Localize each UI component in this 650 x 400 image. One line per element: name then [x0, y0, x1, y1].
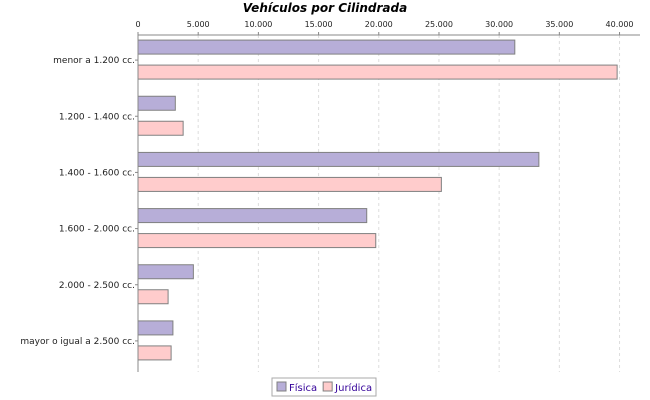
legend-swatch — [322, 381, 333, 392]
bar-fisica — [137, 264, 194, 280]
legend-label: Física — [289, 382, 317, 394]
legend-swatch — [276, 381, 287, 392]
legend-label: Jurídica — [334, 382, 372, 394]
x-tick-label: 20.000 — [365, 20, 393, 29]
bar-fisica — [137, 320, 174, 336]
bar-juridica — [137, 233, 377, 249]
bar-fisica — [137, 95, 176, 111]
bar-fisica — [137, 151, 540, 167]
category-label: 1.600 - 2.000 cc. — [59, 225, 135, 235]
x-tick-label: 25.000 — [425, 20, 453, 29]
x-tick-label: 35.000 — [545, 20, 573, 29]
bar-juridica — [137, 120, 184, 136]
category-label: menor a 1.200 cc. — [53, 56, 135, 66]
bar-fisica — [137, 39, 516, 55]
x-tick-label: 30.000 — [485, 20, 513, 29]
category-label: mayor o igual a 2.500 cc. — [20, 337, 135, 347]
x-tick-label: 10.000 — [244, 20, 272, 29]
chart-title: Vehículos por Cilindrada — [243, 1, 407, 15]
category-label: 1.400 - 1.600 cc. — [59, 168, 135, 178]
x-tick-label: 0 — [135, 20, 140, 29]
bar-juridica — [137, 345, 172, 361]
category-label: 1.200 - 1.400 cc. — [59, 112, 135, 122]
x-tick-label: 5.000 — [187, 20, 210, 29]
bar-juridica — [137, 176, 442, 192]
bar-juridica — [137, 64, 618, 80]
x-tick-label: 15.000 — [305, 20, 333, 29]
legend: Física Jurídica — [271, 377, 377, 397]
bar-juridica — [137, 289, 169, 305]
bar-fisica — [137, 208, 368, 224]
category-label: 2.000 - 2.500 cc. — [59, 281, 135, 291]
x-tick-label: 40.000 — [606, 20, 634, 29]
